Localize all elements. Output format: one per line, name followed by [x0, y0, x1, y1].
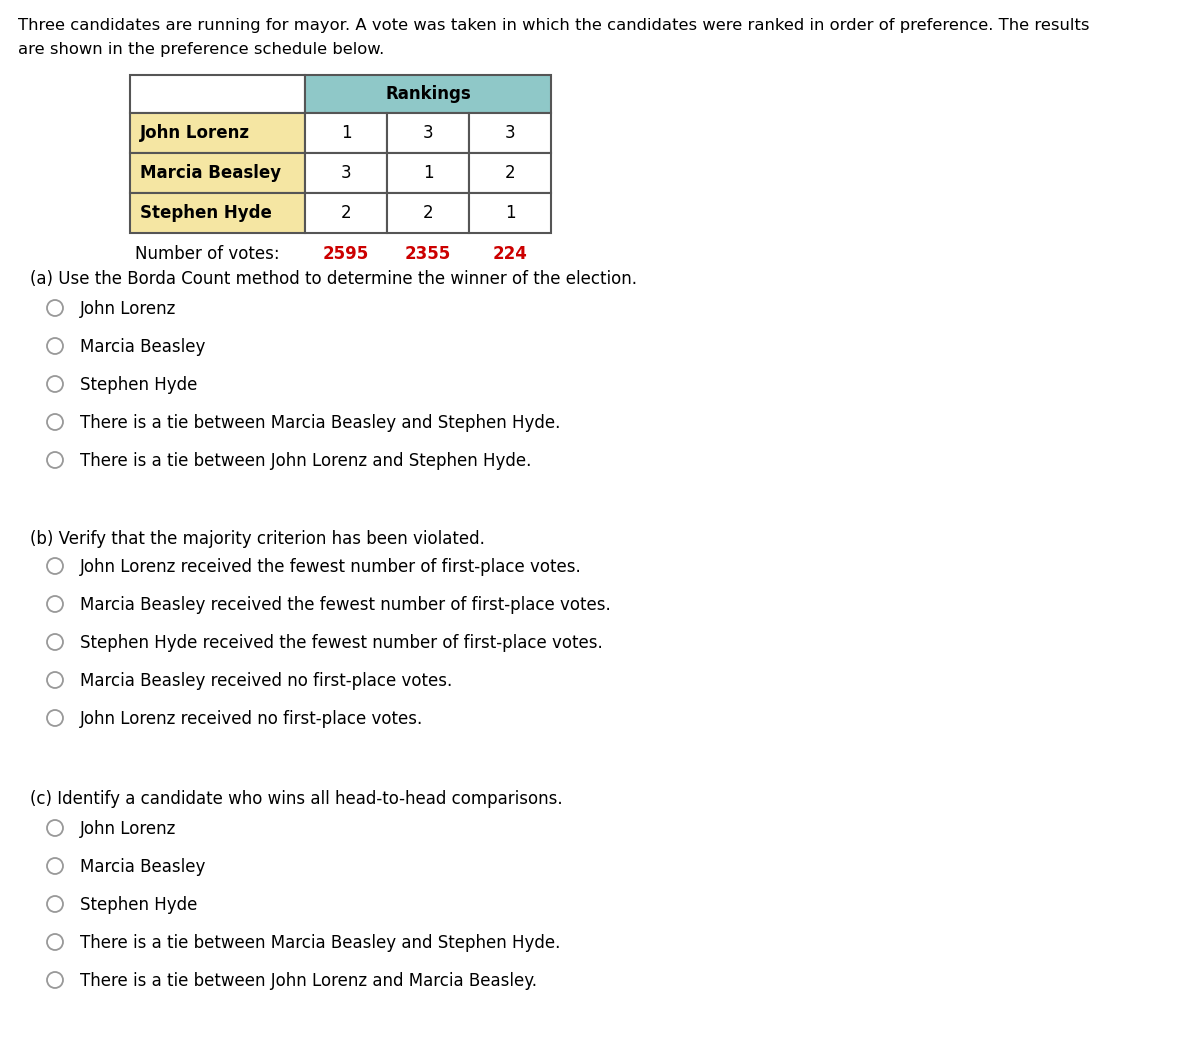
Text: Stephen Hyde: Stephen Hyde — [80, 896, 197, 914]
Text: 2355: 2355 — [404, 245, 451, 263]
Text: Marcia Beasley received the fewest number of first-place votes.: Marcia Beasley received the fewest numbe… — [80, 596, 611, 614]
Text: 224: 224 — [492, 245, 528, 263]
Text: John Lorenz received no first-place votes.: John Lorenz received no first-place vote… — [80, 710, 424, 728]
FancyBboxPatch shape — [130, 152, 305, 193]
Text: Marcia Beasley: Marcia Beasley — [80, 858, 205, 876]
Text: 2: 2 — [341, 204, 352, 222]
Text: Stephen Hyde received the fewest number of first-place votes.: Stephen Hyde received the fewest number … — [80, 634, 602, 652]
Text: John Lorenz: John Lorenz — [80, 300, 176, 318]
Text: Stephen Hyde: Stephen Hyde — [80, 376, 197, 394]
Text: 1: 1 — [505, 204, 515, 222]
FancyBboxPatch shape — [305, 193, 386, 233]
Text: 1: 1 — [422, 164, 433, 182]
Text: Rankings: Rankings — [385, 85, 470, 103]
Text: (c) Identify a candidate who wins all head-to-head comparisons.: (c) Identify a candidate who wins all he… — [30, 790, 563, 808]
FancyBboxPatch shape — [130, 113, 305, 152]
Text: There is a tie between John Lorenz and Marcia Beasley.: There is a tie between John Lorenz and M… — [80, 972, 538, 990]
Text: 1: 1 — [341, 124, 352, 142]
FancyBboxPatch shape — [469, 152, 551, 193]
Text: (b) Verify that the majority criterion has been violated.: (b) Verify that the majority criterion h… — [30, 530, 485, 548]
Text: 2: 2 — [505, 164, 515, 182]
Text: (a) Use the Borda Count method to determine the winner of the election.: (a) Use the Borda Count method to determ… — [30, 270, 637, 288]
Text: John Lorenz: John Lorenz — [80, 820, 176, 838]
Text: Three candidates are running for mayor. A vote was taken in which the candidates: Three candidates are running for mayor. … — [18, 18, 1090, 33]
FancyBboxPatch shape — [130, 75, 305, 113]
Text: 2595: 2595 — [323, 245, 370, 263]
Text: 3: 3 — [341, 164, 352, 182]
Text: 3: 3 — [422, 124, 433, 142]
FancyBboxPatch shape — [386, 193, 469, 233]
FancyBboxPatch shape — [469, 113, 551, 152]
Text: John Lorenz: John Lorenz — [140, 124, 250, 142]
Text: Number of votes:: Number of votes: — [134, 245, 280, 263]
Text: There is a tie between John Lorenz and Stephen Hyde.: There is a tie between John Lorenz and S… — [80, 452, 532, 470]
Text: There is a tie between Marcia Beasley and Stephen Hyde.: There is a tie between Marcia Beasley an… — [80, 414, 560, 432]
Text: There is a tie between Marcia Beasley and Stephen Hyde.: There is a tie between Marcia Beasley an… — [80, 934, 560, 952]
Text: Stephen Hyde: Stephen Hyde — [140, 204, 272, 222]
FancyBboxPatch shape — [305, 152, 386, 193]
Text: Marcia Beasley: Marcia Beasley — [80, 338, 205, 356]
Text: 2: 2 — [422, 204, 433, 222]
Text: John Lorenz received the fewest number of first-place votes.: John Lorenz received the fewest number o… — [80, 558, 582, 576]
Text: 3: 3 — [505, 124, 515, 142]
FancyBboxPatch shape — [386, 152, 469, 193]
FancyBboxPatch shape — [305, 75, 551, 113]
FancyBboxPatch shape — [305, 113, 386, 152]
FancyBboxPatch shape — [386, 113, 469, 152]
Text: are shown in the preference schedule below.: are shown in the preference schedule bel… — [18, 42, 384, 57]
FancyBboxPatch shape — [469, 193, 551, 233]
Text: Marcia Beasley received no first-place votes.: Marcia Beasley received no first-place v… — [80, 672, 452, 690]
Text: Marcia Beasley: Marcia Beasley — [140, 164, 281, 182]
FancyBboxPatch shape — [130, 193, 305, 233]
